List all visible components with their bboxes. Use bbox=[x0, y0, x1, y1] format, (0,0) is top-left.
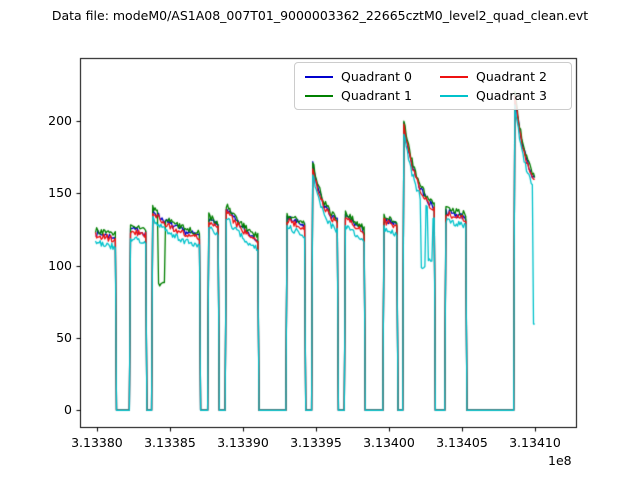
y-tick-label: 200 bbox=[48, 113, 72, 129]
x-tick-label: 3.13405 bbox=[436, 435, 488, 450]
x-tick-label: 3.13395 bbox=[290, 435, 342, 450]
legend-line-swatch bbox=[440, 75, 468, 78]
legend-line-swatch bbox=[305, 75, 333, 78]
legend-label: Quadrant 0 bbox=[341, 69, 412, 84]
legend-label: Quadrant 1 bbox=[341, 88, 412, 103]
y-tick-label: 150 bbox=[48, 185, 72, 201]
legend-item-quadrant-3: Quadrant 3 bbox=[440, 88, 561, 103]
x-tick-label: 3.13400 bbox=[363, 435, 415, 450]
x-tick-label: 3.13390 bbox=[217, 435, 269, 450]
x-tick-label: 3.13410 bbox=[509, 435, 561, 450]
legend-label: Quadrant 2 bbox=[476, 69, 547, 84]
figure-title: Data file: modeM0/AS1A08_007T01_90000033… bbox=[51, 8, 589, 23]
legend-item-quadrant-0: Quadrant 0 bbox=[305, 69, 426, 84]
legend-item-quadrant-2: Quadrant 2 bbox=[440, 69, 561, 84]
legend-line-swatch bbox=[440, 94, 468, 97]
x-tick-label: 3.13385 bbox=[144, 435, 196, 450]
legend: Quadrant 0 Quadrant 2 Quadrant 1 Quadrant 3 bbox=[294, 62, 572, 110]
legend-label: Quadrant 3 bbox=[476, 88, 547, 103]
y-tick-label: 0 bbox=[64, 402, 72, 418]
legend-line-swatch bbox=[305, 94, 333, 97]
x-axis-offset-label: 1e8 bbox=[548, 453, 572, 468]
y-tick-label: 100 bbox=[48, 257, 72, 273]
legend-item-quadrant-1: Quadrant 1 bbox=[305, 88, 426, 103]
y-tick-label: 50 bbox=[56, 329, 72, 345]
x-tick-label: 3.13380 bbox=[71, 435, 123, 450]
